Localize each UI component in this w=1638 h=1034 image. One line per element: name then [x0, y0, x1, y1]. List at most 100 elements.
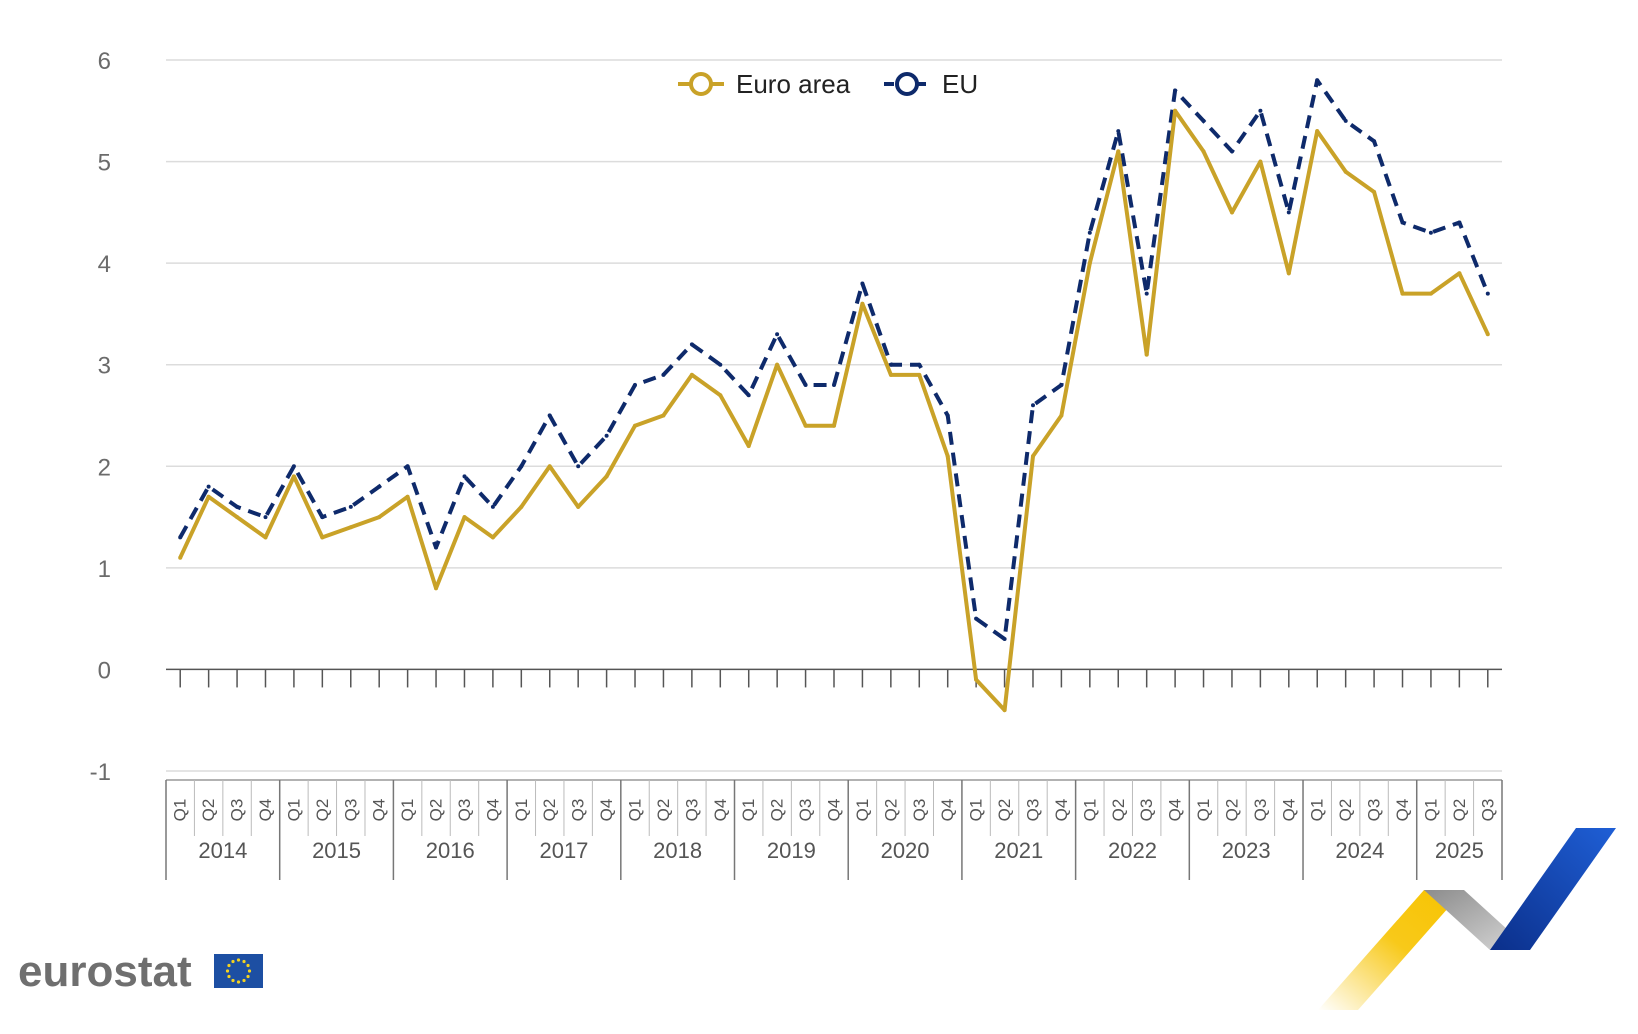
data-point-eu: [1258, 108, 1263, 113]
quarter-label: Q3: [1137, 799, 1156, 822]
data-point-eu: [235, 504, 240, 509]
quarter-label: Q3: [682, 799, 701, 822]
quarter-label: Q1: [626, 799, 645, 822]
quarter-label: Q3: [1365, 799, 1384, 822]
data-point-eu: [263, 515, 268, 520]
data-point-euro-area: [1144, 352, 1149, 357]
flag-star: [246, 963, 250, 968]
data-point-eu: [1116, 129, 1121, 134]
flag-star: [246, 974, 250, 979]
data-point-eu: [661, 372, 666, 377]
quarter-label: Q3: [341, 799, 360, 822]
data-point-eu: [1201, 118, 1206, 123]
data-point-eu: [348, 504, 353, 509]
series-line-eu: [178, 78, 1490, 641]
x-axis: Q1 Q2 Q3 Q4 2014 Q1 Q2 Q3 Q4 2015 Q1 Q2 Q3 Q4 2016 Q1 Q2…: [165, 668, 1503, 880]
data-point-euro-area: [1059, 413, 1064, 418]
data-point-euro-area: [604, 474, 609, 479]
data-point-euro-area: [803, 423, 808, 428]
data-point-eu: [1485, 291, 1490, 296]
data-point-eu: [860, 281, 865, 286]
flag-star: [236, 980, 241, 984]
data-point-eu: [490, 504, 495, 509]
quarter-label: Q1: [967, 799, 986, 822]
data-point-euro-area: [1286, 271, 1291, 276]
quarter-label: Q2: [1450, 799, 1469, 822]
data-point-euro-area: [1031, 454, 1035, 459]
data-point-euro-area: [917, 372, 922, 377]
eu-flag-stars-icon: [225, 958, 252, 984]
data-point-euro-area: [547, 464, 552, 469]
data-point-euro-area: [263, 535, 268, 540]
year-label: 2021: [994, 838, 1043, 863]
quarter-label: Q1: [398, 799, 417, 822]
legend-item-euro-area[interactable]: Euro area: [678, 69, 851, 99]
quarter-label: Q3: [455, 799, 474, 822]
quarter-label: Q3: [569, 799, 588, 822]
data-point-eu: [1457, 220, 1462, 225]
data-point-eu: [718, 362, 723, 367]
quarter-label: Q1: [1080, 799, 1099, 822]
y-tick-label: -1: [90, 759, 111, 786]
flag-star: [227, 963, 231, 968]
flag-star: [227, 974, 231, 979]
data-point-eu: [519, 464, 524, 469]
quarter-label: Q4: [1279, 799, 1298, 822]
data-point-eu: [462, 474, 467, 479]
quarter-label: Q1: [739, 799, 758, 822]
quarter-label: Q2: [313, 799, 332, 822]
quarter-label: Q3: [910, 799, 929, 822]
eurostat-logo: eurostat: [18, 947, 263, 996]
data-point-euro-area: [434, 586, 438, 591]
data-point-eu: [1002, 637, 1007, 641]
quarter-label: Q1: [171, 799, 190, 822]
flag-star: [236, 958, 241, 962]
data-point-euro-area: [860, 301, 865, 306]
y-tick-label: 6: [98, 48, 111, 75]
y-tick-label: 1: [98, 556, 111, 583]
data-point-eu: [291, 464, 296, 469]
quarter-label: Q1: [1421, 799, 1440, 822]
data-point-euro-area: [689, 372, 694, 377]
legend-label-euro-area: Euro area: [736, 69, 851, 99]
data-point-euro-area: [1315, 129, 1320, 134]
data-point-euro-area: [348, 525, 353, 530]
yellow-ribbon: [1318, 890, 1464, 1010]
data-point-euro-area: [1400, 291, 1405, 296]
legend-item-eu[interactable]: EU: [884, 69, 978, 99]
data-point-eu: [178, 535, 183, 540]
data-point-euro-area: [633, 423, 637, 428]
year-label: 2020: [881, 838, 930, 863]
data-point-eu: [1173, 88, 1178, 93]
data-point-euro-area: [1428, 291, 1433, 296]
quarter-label: Q3: [1478, 799, 1497, 822]
quarter-label: Q2: [995, 799, 1014, 822]
data-point-eu: [1343, 118, 1348, 123]
quarter-label: Q2: [654, 799, 673, 822]
data-point-eu: [803, 383, 808, 387]
data-point-eu: [405, 464, 410, 469]
data-point-euro-area: [1002, 708, 1007, 713]
data-point-euro-area: [490, 535, 495, 540]
data-point-eu: [1087, 230, 1092, 235]
data-point-euro-area: [462, 515, 467, 520]
data-point-euro-area: [1201, 149, 1206, 154]
data-point-euro-area: [945, 454, 950, 459]
quarter-label: Q3: [1023, 799, 1042, 822]
quarter-label: Q4: [711, 799, 730, 822]
data-point-eu: [1059, 383, 1064, 387]
data-point-euro-area: [405, 494, 410, 499]
data-point-euro-area: [235, 515, 240, 520]
y-tick-label: 2: [98, 454, 111, 481]
year-label: 2016: [426, 838, 475, 863]
data-point-euro-area: [519, 504, 524, 509]
quarter-label: Q2: [427, 799, 446, 822]
legend: Euro area EU: [678, 69, 978, 99]
quarter-label: Q1: [1308, 799, 1327, 822]
data-point-euro-area: [1087, 261, 1092, 266]
flag-star: [225, 969, 230, 973]
quarter-label: Q1: [284, 799, 303, 822]
data-point-euro-area: [206, 494, 211, 499]
data-point-euro-area: [832, 423, 836, 428]
quarter-label: Q3: [796, 799, 815, 822]
